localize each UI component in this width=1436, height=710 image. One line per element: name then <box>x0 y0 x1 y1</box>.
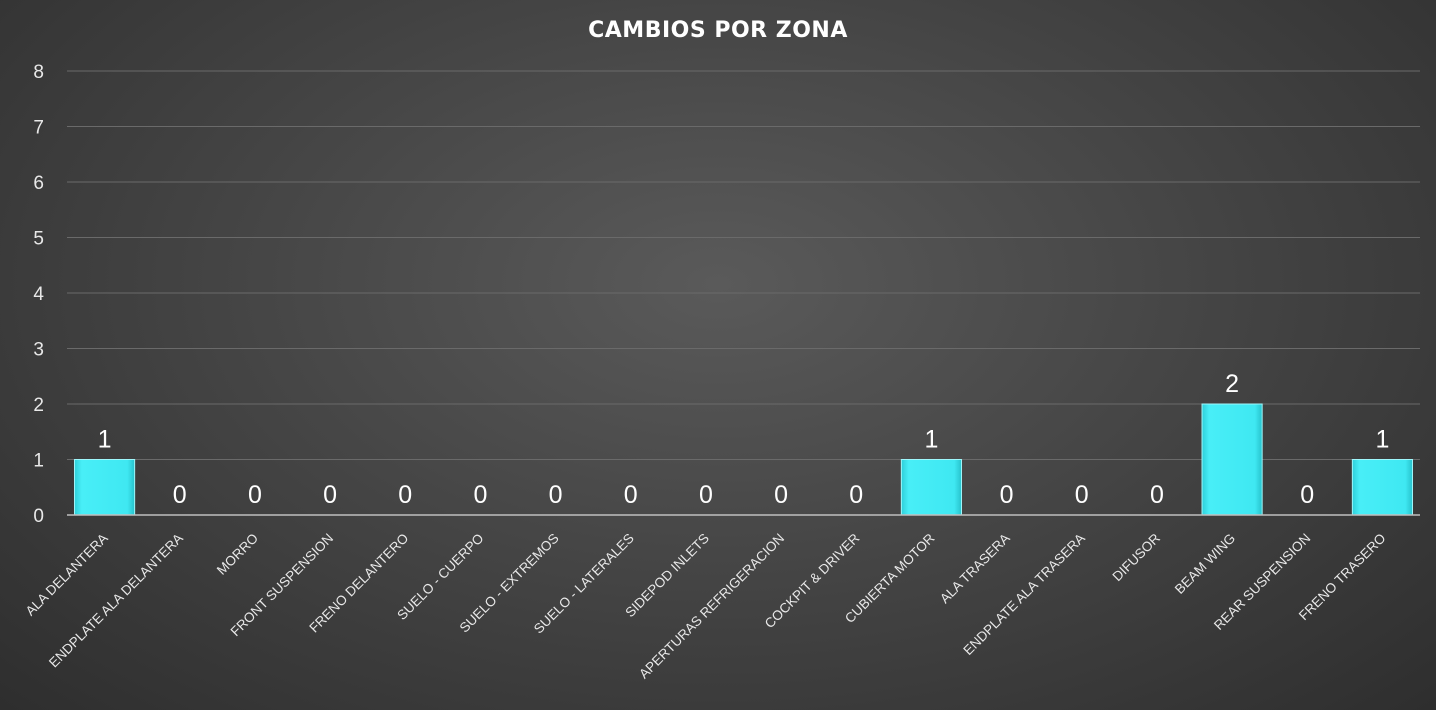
x-tick-label: APERTURAS REFRIGERACION <box>636 531 787 682</box>
bars <box>74 403 1413 516</box>
data-label: 0 <box>173 481 187 509</box>
data-label: 0 <box>398 481 412 509</box>
data-label: 0 <box>699 481 713 509</box>
y-tick-label: 0 <box>33 506 44 527</box>
y-tick-label: 6 <box>33 173 44 194</box>
data-label: 0 <box>1150 481 1164 509</box>
data-label: 1 <box>98 426 112 454</box>
x-tick-label: MORRO <box>214 531 261 578</box>
x-tick-label: ENDPLATE ALA TRASERA <box>960 531 1088 659</box>
data-label: 0 <box>323 481 337 509</box>
y-tick-label: 5 <box>33 229 44 250</box>
y-tick-label: 8 <box>33 62 44 83</box>
y-axis-ticks: 0 1 2 3 4 5 6 7 8 <box>33 62 44 527</box>
bar <box>900 459 962 516</box>
chart-title: CAMBIOS POR ZONA <box>588 18 848 43</box>
data-label: 0 <box>1000 481 1014 509</box>
x-tick-label: DIFUSOR <box>1109 530 1163 584</box>
data-label: 0 <box>248 481 262 509</box>
data-label: 0 <box>1075 481 1089 509</box>
bar <box>1201 403 1263 516</box>
bar <box>74 459 136 516</box>
y-tick-label: 2 <box>33 395 44 416</box>
x-tick-label: ALA TRASERA <box>937 531 1013 607</box>
y-tick-label: 3 <box>33 340 44 361</box>
data-label: 1 <box>924 426 938 454</box>
data-label: 0 <box>849 481 863 509</box>
data-label: 0 <box>1300 481 1314 509</box>
data-labels: 1 0 0 0 0 0 0 0 0 0 0 1 0 0 0 2 0 1 <box>98 370 1390 509</box>
x-tick-label: ALA DELANTERA <box>23 531 111 619</box>
y-tick-label: 7 <box>33 118 44 139</box>
data-label: 0 <box>624 481 638 509</box>
data-label: 1 <box>1375 426 1389 454</box>
bar <box>1351 459 1413 516</box>
y-tick-label: 1 <box>33 451 44 472</box>
data-label: 0 <box>774 481 788 509</box>
y-tick-label: 4 <box>33 284 44 305</box>
x-tick-label: BEAM WING <box>1172 531 1238 597</box>
gridlines <box>67 70 1420 460</box>
data-label: 2 <box>1225 370 1239 398</box>
data-label: 0 <box>473 481 487 509</box>
x-tick-label: ENDPLATE ALA DELANTERA <box>46 531 186 671</box>
data-label: 0 <box>549 481 563 509</box>
x-tick-label: SIDEPOD INLETS <box>622 531 712 621</box>
